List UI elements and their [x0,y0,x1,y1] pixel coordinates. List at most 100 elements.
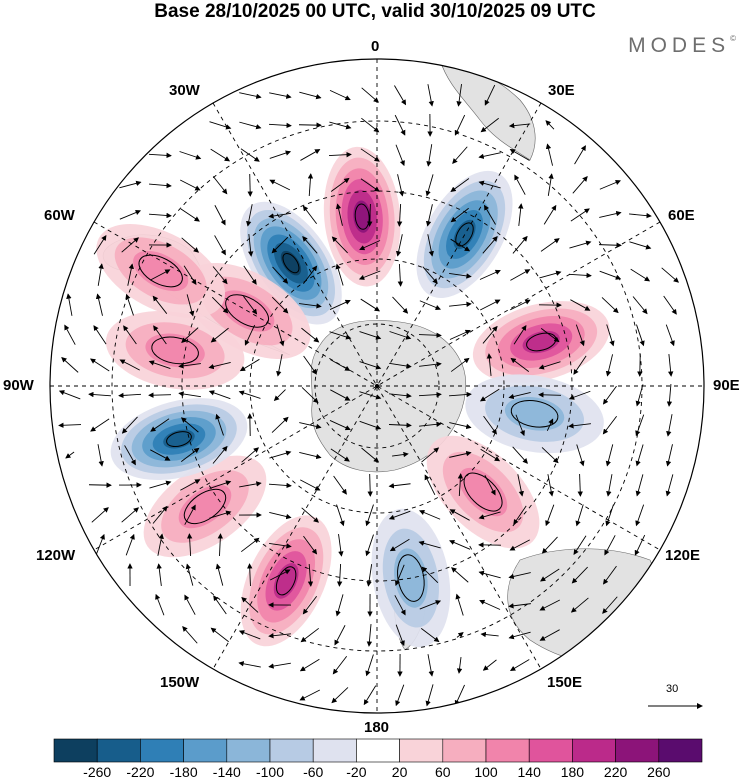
colorbar-swatch [269,738,314,763]
wind-arrow [152,505,168,524]
colorbar-tick-label: -140 [212,764,241,780]
wind-arrow [665,444,673,467]
wind-arrow [538,361,561,370]
wind-arrow [302,595,318,615]
wind-arrow [389,538,410,552]
wind-arrow [149,182,172,189]
wind-arrow [599,270,622,280]
wind-arrow [606,324,615,347]
anomaly-low-30w [240,201,342,325]
wind-arrow [212,266,228,285]
wind-arrow [480,448,501,462]
wind-arrow [478,570,501,579]
wind-arrow [239,121,262,130]
logo-mark: © [730,34,736,43]
wind-arrow [329,331,352,340]
wind-arrow [456,632,464,638]
wind-arrow [153,325,167,345]
wind-arrow [449,450,472,458]
wind-arrow [246,204,253,227]
wind-arrow [244,324,256,346]
wind-arrow [336,504,345,527]
wind-arrow [239,92,262,99]
colorbar-swatch [183,738,228,763]
colorbar-swatch [399,738,444,763]
wind-arrow [606,474,613,497]
colorbar-tick-label: -260 [83,764,112,780]
wind-arrow [388,483,411,489]
wind-arrow [634,534,646,556]
wind-arrow [388,422,412,428]
wind-arrow [215,413,224,436]
wind-arrow [155,593,165,616]
wind-arrow [661,267,680,283]
wind-arrow [210,327,229,343]
wind-arrow [478,180,501,189]
wind-arrow [329,420,351,431]
wind-arrow [449,329,471,340]
wind-arrow [302,205,318,225]
wind-arrow [569,240,592,249]
wind-arrow [573,535,587,555]
wind-arrow [632,296,648,315]
colorbar-swatch [226,738,271,763]
wind-arrow [482,235,498,254]
wind-arrow [635,444,644,467]
anomaly-high-140e [426,435,540,549]
wind-arrow [365,534,374,557]
wind-arrow [419,509,441,520]
wind-arrow [599,180,621,190]
wind-arrow [570,597,589,613]
wind-arrow [602,565,617,585]
colorbar-swatch [615,738,660,763]
wind-arrow [127,263,134,286]
label-30e: 30E [548,82,575,99]
wind-arrow [545,143,554,166]
wind-arrow [392,451,409,458]
label-90w: 90W [3,377,34,394]
wind-arrow [508,572,531,580]
label-60w: 60W [44,207,75,224]
wind-arrow [185,563,194,586]
wind-arrow [629,212,652,219]
wind-arrow [448,391,472,398]
meridian-60w-120e [93,221,661,551]
wind-arrow [450,238,471,252]
anomaly-high-125w [143,455,267,558]
wind-arrow [150,269,171,281]
wind-arrow [299,422,322,430]
wind-arrow [212,445,228,464]
wind-arrow [484,475,496,496]
wind-arrow [388,510,411,520]
colorbar-tick-label: 140 [517,764,541,780]
wind-arrow [394,85,407,106]
colorbar-tick-label: -100 [255,764,285,780]
wind-arrow [272,266,289,284]
wind-arrow [121,237,140,253]
wind-arrow [123,325,137,345]
wind-arrow [241,447,260,463]
colorbar-tick-label: 180 [560,764,585,780]
south-pole-dot [375,384,379,388]
wind-arrow [330,177,350,192]
wind-arrow [571,566,588,584]
wind-arrow [420,628,440,643]
wind-arrow [156,563,162,586]
wind-arrow [509,659,530,672]
wind-arrow [149,480,172,489]
wind-arrow [359,331,382,340]
wind-arrow [365,654,374,677]
wind-arrow [512,235,528,254]
wind-arrow [276,324,285,347]
anomaly-low-110w-contour [166,431,192,448]
wind-arrow [418,332,442,338]
wind-arrow [366,624,373,647]
wind-arrow [635,474,644,497]
wind-arrow [217,533,223,557]
wind-arrow [427,234,434,257]
wind-arrow [602,385,617,405]
wind-arrow [180,208,200,222]
wind-arrow [208,361,231,370]
anomaly-low-30w-contour [282,252,300,274]
wind-arrow [119,180,142,189]
